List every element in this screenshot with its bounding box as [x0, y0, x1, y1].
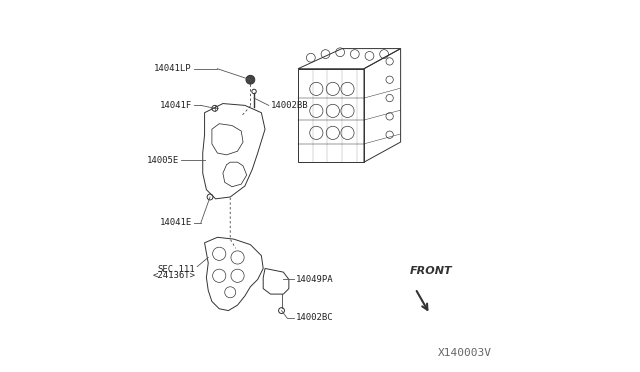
Text: 14002BB: 14002BB [271, 101, 308, 110]
Text: 14041LP: 14041LP [154, 64, 192, 73]
Circle shape [246, 76, 255, 84]
Text: FRONT: FRONT [410, 266, 452, 276]
Text: 14041E: 14041E [159, 218, 192, 227]
Text: X140003V: X140003V [438, 348, 492, 358]
Text: 14002BC: 14002BC [296, 314, 334, 323]
Text: <24136T>: <24136T> [152, 271, 195, 280]
Text: SEC.111: SEC.111 [158, 265, 195, 274]
Text: 14041F: 14041F [159, 101, 192, 110]
Text: 14005E: 14005E [147, 156, 179, 165]
Text: 14049PA: 14049PA [296, 275, 334, 284]
